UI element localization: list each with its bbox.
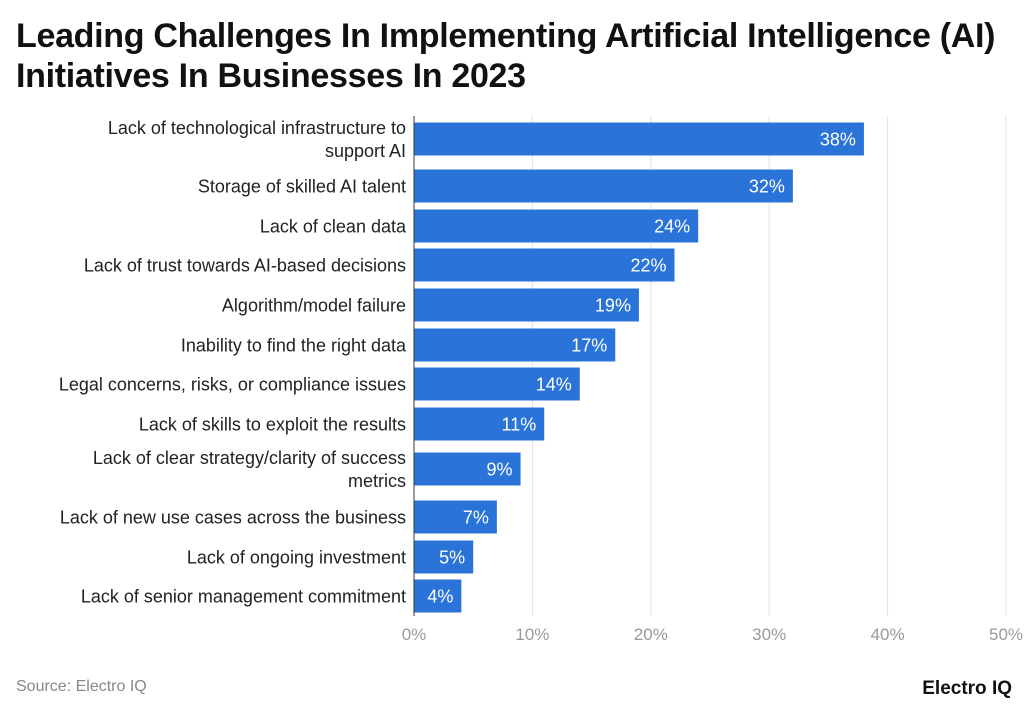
bar bbox=[414, 328, 616, 362]
category-label: Lack of senior management commitment bbox=[81, 587, 406, 607]
brand-logo: Electro IQ bbox=[922, 678, 1012, 699]
category-label: Lack of trust towards AI-based decisions bbox=[84, 256, 406, 276]
bar bbox=[414, 248, 675, 282]
data-label: 17% bbox=[571, 336, 607, 356]
data-label: 9% bbox=[487, 460, 513, 480]
bar bbox=[414, 500, 497, 534]
bar bbox=[414, 288, 639, 322]
category-label: Lack of new use cases across the busines… bbox=[60, 508, 406, 528]
data-label: 4% bbox=[427, 587, 453, 607]
category-label: Inability to find the right data bbox=[181, 336, 407, 356]
bar bbox=[414, 407, 545, 441]
x-tick-label: 0% bbox=[402, 625, 427, 644]
x-tick-label: 20% bbox=[634, 625, 668, 644]
data-label: 5% bbox=[439, 548, 465, 568]
bar bbox=[414, 209, 699, 243]
data-label: 22% bbox=[630, 256, 666, 276]
bar bbox=[414, 367, 580, 401]
data-label: 32% bbox=[749, 177, 785, 197]
x-tick-label: 40% bbox=[871, 625, 905, 644]
chart-title: Leading Challenges In Implementing Artif… bbox=[16, 17, 996, 95]
x-tick-label: 10% bbox=[515, 625, 549, 644]
category-label: Lack of clean data bbox=[260, 217, 407, 237]
category-label: Lack of clear strategy/clarity of succes… bbox=[93, 448, 406, 491]
data-label: 24% bbox=[654, 217, 690, 237]
data-label: 11% bbox=[502, 415, 537, 435]
category-label: Lack of technological infrastructure to s… bbox=[108, 118, 406, 161]
bar bbox=[414, 122, 864, 156]
source-text: Source: Electro IQ bbox=[16, 678, 147, 695]
category-label: Lack of skills to exploit the results bbox=[139, 415, 406, 435]
x-tick-label: 50% bbox=[989, 625, 1023, 644]
bar bbox=[414, 540, 474, 574]
bar bbox=[414, 452, 521, 486]
category-label: Legal concerns, risks, or compliance iss… bbox=[59, 375, 406, 395]
data-label: 14% bbox=[536, 375, 572, 395]
data-label: 19% bbox=[595, 296, 631, 316]
x-tick-label: 30% bbox=[752, 625, 786, 644]
data-label: 7% bbox=[463, 508, 489, 528]
data-label: 38% bbox=[820, 130, 856, 150]
bar bbox=[414, 169, 793, 203]
bar bbox=[414, 579, 462, 613]
category-label: Algorithm/model failure bbox=[222, 296, 406, 316]
category-label: Storage of skilled AI talent bbox=[198, 177, 406, 197]
category-label: Lack of ongoing investment bbox=[187, 548, 406, 568]
